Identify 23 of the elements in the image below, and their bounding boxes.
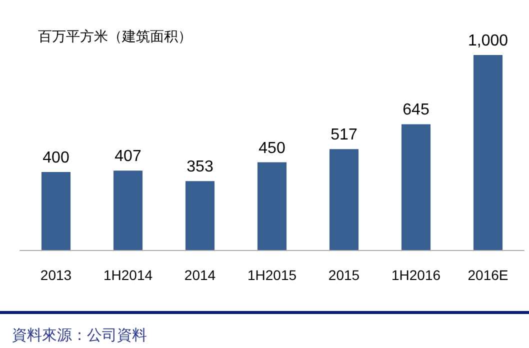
data-label: 1,000 — [468, 32, 508, 50]
bar — [186, 181, 214, 250]
x-tick-label: 1H2015 — [247, 267, 297, 283]
x-tick-label: 2015 — [328, 267, 360, 283]
x-tick-label: 1H2016 — [391, 267, 441, 283]
x-tick-label: 1H2014 — [103, 267, 153, 283]
bar — [42, 172, 70, 250]
source-note: 資料來源：公司資料 — [12, 326, 147, 345]
bar — [258, 162, 286, 250]
x-tick-label: 2016E — [468, 267, 508, 283]
x-tick-label: 2014 — [184, 267, 216, 283]
data-label: 450 — [258, 140, 286, 157]
bar — [114, 170, 142, 250]
x-tick-label: 2013 — [40, 267, 72, 283]
y-axis-title: 百万平方米（建筑面积） — [38, 29, 192, 45]
bar — [474, 55, 502, 250]
data-label: 353 — [186, 158, 214, 176]
data-label: 517 — [330, 126, 358, 144]
data-label: 400 — [42, 150, 70, 166]
data-label: 407 — [114, 148, 142, 166]
bar — [330, 149, 358, 250]
bar — [402, 124, 430, 250]
data-label: 645 — [402, 102, 430, 119]
